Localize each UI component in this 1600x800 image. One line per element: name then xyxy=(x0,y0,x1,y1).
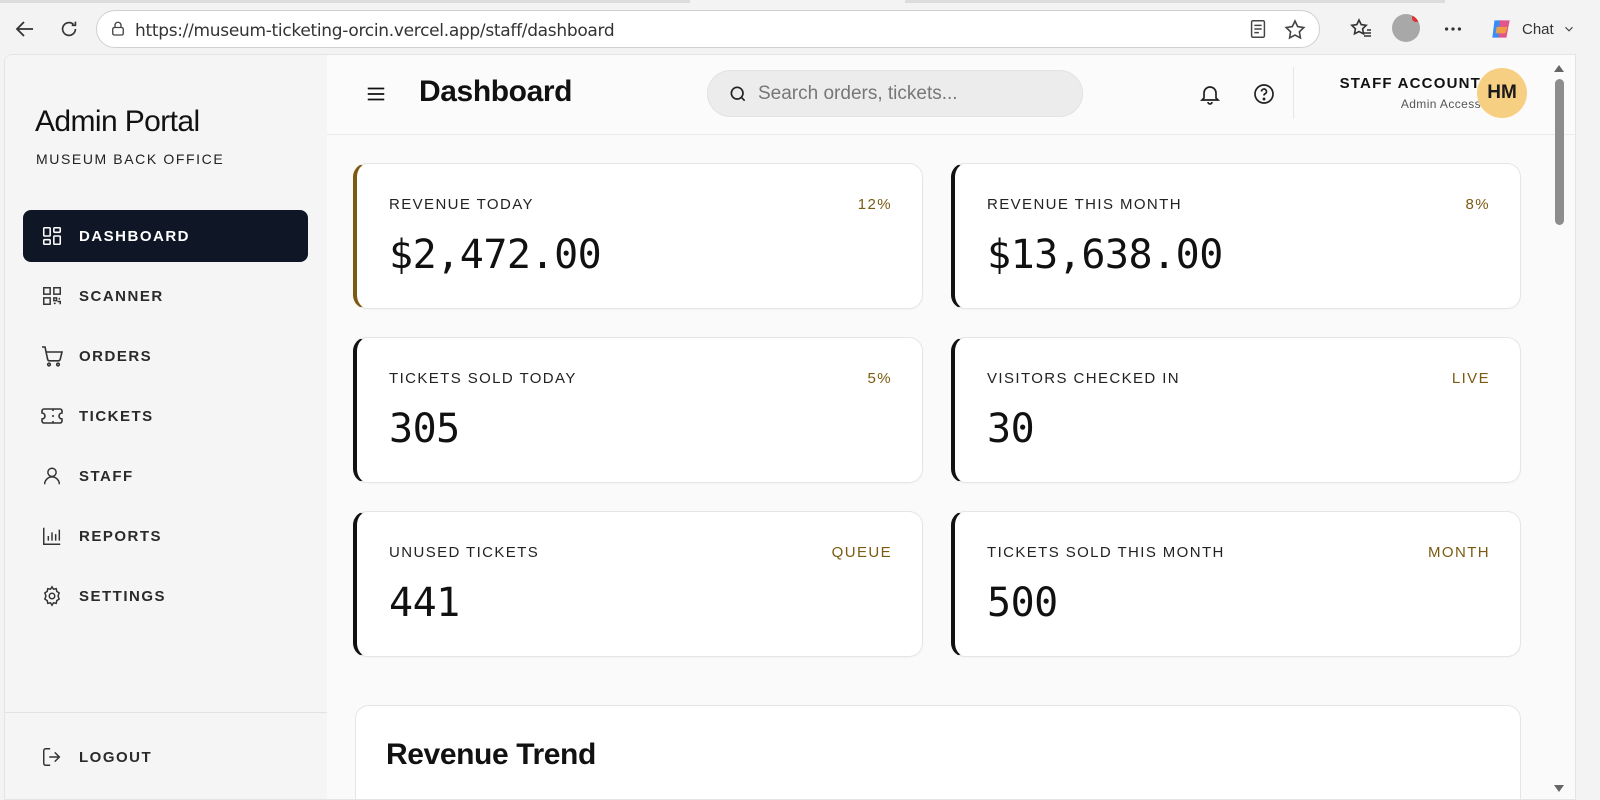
chevron-down-icon xyxy=(1564,26,1573,32)
sidebar-item-label: SCANNER xyxy=(79,287,164,305)
back-button[interactable] xyxy=(8,12,42,46)
stat-badge: 12% xyxy=(857,196,892,213)
stat-label: TICKETS SOLD TODAY xyxy=(389,370,577,387)
stat-value: $13,638.00 xyxy=(987,232,1223,278)
notification-dot xyxy=(1412,14,1420,22)
sidebar-item-tickets[interactable]: TICKETS xyxy=(23,390,308,442)
stat-value: 305 xyxy=(389,406,460,452)
gear-icon xyxy=(39,583,65,609)
stat-card-unused-tickets: UNUSED TICKETS QUEUE 441 xyxy=(353,511,923,657)
stat-card-revenue-today: REVENUE TODAY 12% $2,472.00 xyxy=(353,163,923,309)
reload-icon xyxy=(61,21,77,37)
account-role: Admin Access xyxy=(1400,97,1481,111)
help-icon xyxy=(1254,84,1274,104)
sidebar-item-label: SETTINGS xyxy=(79,587,167,605)
avatar[interactable]: HM xyxy=(1477,68,1527,118)
top-bar: Dashboard STAFF ACCOUNT Admin Access HM xyxy=(327,55,1575,135)
stat-label: TICKETS SOLD THIS MONTH xyxy=(987,544,1225,561)
scroll-down-arrow-icon[interactable] xyxy=(1554,785,1564,792)
account-name: STAFF ACCOUNT xyxy=(1339,75,1481,92)
url-text: https://museum-ticketing-orcin.vercel.ap… xyxy=(135,21,615,41)
more-options-button[interactable] xyxy=(1436,12,1470,46)
sidebar-item-reports[interactable]: REPORTS xyxy=(23,510,308,562)
stat-badge: LIVE xyxy=(1451,370,1490,387)
hamburger-icon xyxy=(367,87,385,101)
stat-value: 30 xyxy=(987,406,1035,452)
cart-icon xyxy=(39,343,65,369)
scrollbar-thumb[interactable] xyxy=(1555,79,1564,225)
sidebar-item-label: ORDERS xyxy=(79,347,153,365)
search-input[interactable] xyxy=(758,80,1058,108)
brand-title: Admin Portal xyxy=(35,105,200,138)
bar-chart-icon xyxy=(39,523,65,549)
arrow-left-icon xyxy=(15,21,33,37)
qr-code-icon xyxy=(39,283,65,309)
sidebar-item-settings[interactable]: SETTINGS xyxy=(23,570,308,622)
stat-badge: 5% xyxy=(867,370,892,387)
lock-icon xyxy=(112,21,124,36)
stat-value: 441 xyxy=(389,580,460,626)
sidebar-item-label: STAFF xyxy=(79,467,134,485)
logout-icon xyxy=(39,744,65,770)
star-icon xyxy=(1284,19,1306,40)
user-icon xyxy=(39,463,65,489)
scrollbar[interactable] xyxy=(1552,65,1566,795)
more-horizontal-icon xyxy=(1444,27,1462,31)
help-button[interactable] xyxy=(1249,79,1279,109)
stat-card-tickets-today: TICKETS SOLD TODAY 5% 305 xyxy=(353,337,923,483)
ticket-icon xyxy=(39,403,65,429)
stat-label: UNUSED TICKETS xyxy=(389,544,540,561)
sidebar: Admin Portal MUSEUM BACK OFFICE DASHBOAR… xyxy=(5,55,327,799)
app-window: Admin Portal MUSEUM BACK OFFICE DASHBOAR… xyxy=(4,54,1576,800)
grid-icon xyxy=(39,223,65,249)
copilot-chat-button[interactable]: Chat xyxy=(1478,12,1594,46)
stat-badge: 8% xyxy=(1465,196,1490,213)
bell-icon xyxy=(1199,86,1221,105)
topbar-divider xyxy=(1293,67,1294,119)
favorites-button[interactable] xyxy=(1344,12,1378,46)
sidebar-divider xyxy=(5,712,327,713)
menu-toggle-button[interactable] xyxy=(361,79,391,109)
stat-value: $2,472.00 xyxy=(389,232,602,278)
revenue-trend-panel: Revenue Trend xyxy=(355,705,1521,799)
stat-badge: QUEUE xyxy=(831,544,892,561)
logout-label: LOGOUT xyxy=(79,748,153,766)
sidebar-item-scanner[interactable]: SCANNER xyxy=(23,270,308,322)
stat-label: REVENUE TODAY xyxy=(389,196,534,213)
profile-avatar[interactable] xyxy=(1392,14,1420,42)
sidebar-item-label: REPORTS xyxy=(79,527,163,545)
sidebar-item-orders[interactable]: ORDERS xyxy=(23,330,308,382)
main-content: Dashboard STAFF ACCOUNT Admin Access HM … xyxy=(327,55,1575,799)
address-bar[interactable]: https://museum-ticketing-orcin.vercel.ap… xyxy=(96,10,1320,48)
sidebar-item-dashboard[interactable]: DASHBOARD xyxy=(23,210,308,262)
stat-card-revenue-month: REVENUE THIS MONTH 8% $13,638.00 xyxy=(951,163,1521,309)
notifications-button[interactable] xyxy=(1195,79,1225,109)
tab-strip xyxy=(0,0,1600,4)
logout-button[interactable]: LOGOUT xyxy=(23,731,308,783)
revenue-trend-title: Revenue Trend xyxy=(386,738,596,771)
brand-subtitle: MUSEUM BACK OFFICE xyxy=(36,151,225,167)
sidebar-item-label: TICKETS xyxy=(79,407,154,425)
reader-mode-icon xyxy=(1250,20,1266,38)
search-bar[interactable] xyxy=(707,70,1083,117)
stat-value: 500 xyxy=(987,580,1058,626)
search-icon xyxy=(730,86,746,102)
stat-card-visitors-checked-in: VISITORS CHECKED IN LIVE 30 xyxy=(951,337,1521,483)
stat-label: VISITORS CHECKED IN xyxy=(987,370,1181,387)
chat-label: Chat xyxy=(1522,20,1554,38)
scroll-up-arrow-icon[interactable] xyxy=(1554,65,1564,72)
stat-badge: MONTH xyxy=(1428,544,1490,561)
reload-button[interactable] xyxy=(52,12,86,46)
sidebar-item-staff[interactable]: STAFF xyxy=(23,450,308,502)
stat-label: REVENUE THIS MONTH xyxy=(987,196,1182,213)
sidebar-item-label: DASHBOARD xyxy=(79,227,190,245)
browser-toolbar: https://museum-ticketing-orcin.vercel.ap… xyxy=(0,0,1600,56)
favorites-icon xyxy=(1350,18,1371,37)
stat-card-tickets-month: TICKETS SOLD THIS MONTH MONTH 500 xyxy=(951,511,1521,657)
page-title: Dashboard xyxy=(419,75,573,108)
copilot-icon xyxy=(1492,20,1510,38)
